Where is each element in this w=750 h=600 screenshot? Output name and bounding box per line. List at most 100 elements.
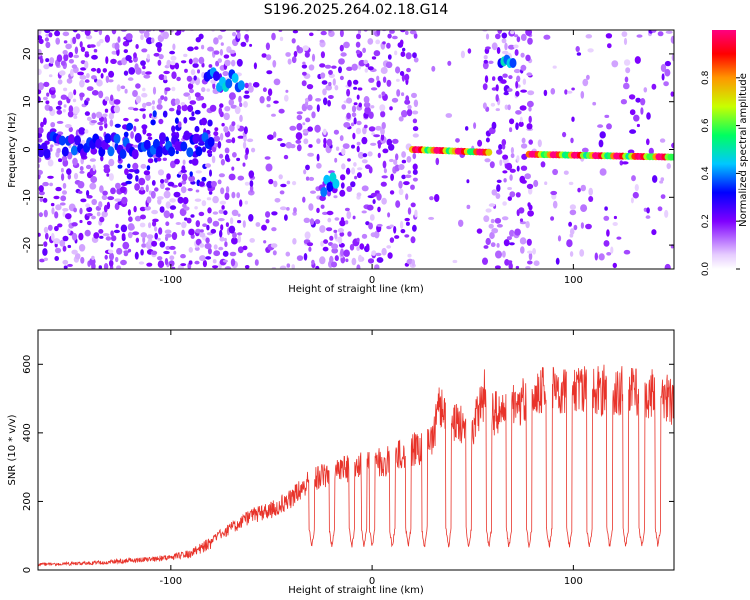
heatmap-cell [210, 228, 217, 234]
heatmap-cell [43, 30, 51, 34]
heatmap-cell [223, 126, 229, 133]
heatmap-cell [514, 228, 521, 236]
heatmap-cell [540, 161, 546, 168]
heatmap-cell [180, 254, 186, 259]
heatmap-cell [386, 245, 392, 249]
heatmap-cell [329, 255, 334, 264]
heatmap-cell [207, 217, 213, 224]
heatmap-cell [412, 224, 417, 232]
snr-xtick-label: -100 [159, 576, 182, 587]
colorbar-tick-label: 0.0 [701, 262, 711, 277]
heatmap-cell [286, 207, 290, 211]
heatmap-cell [339, 219, 346, 227]
heatmap-cell [528, 187, 533, 195]
heatmap-cell [58, 158, 63, 163]
heatmap-cell [42, 181, 49, 187]
heatmap-cell [102, 113, 108, 118]
heatmap-cell [666, 163, 671, 170]
heatmap-cell [606, 229, 610, 237]
heatmap-cell [632, 191, 639, 199]
heatmap-cell [169, 50, 176, 55]
heatmap-cell [158, 74, 165, 81]
heatmap-cell [412, 153, 417, 160]
heatmap-cell [78, 127, 86, 135]
snr-frame [37, 329, 675, 571]
heatmap-feature-cell [237, 80, 245, 91]
heatmap-cell [273, 78, 281, 86]
heatmap-cell [401, 151, 406, 158]
heatmap-cell [370, 87, 378, 91]
heatmap-cell [146, 132, 152, 137]
heatmap-cell [507, 104, 511, 111]
heatmap-cell [108, 79, 114, 83]
heatmap-cell [85, 203, 90, 208]
heatmap-cell [552, 168, 558, 176]
heatmap-cell [386, 79, 392, 87]
heatmap-cell [154, 187, 159, 192]
heatmap-cell [192, 57, 199, 64]
spectrogram-xtick-label: 100 [564, 275, 583, 286]
heatmap-cell [91, 198, 97, 206]
heatmap-cell [47, 175, 54, 179]
heatmap-cell [339, 44, 344, 52]
heatmap-cell [302, 196, 306, 203]
heatmap-cell [232, 152, 237, 158]
heatmap-cell [212, 220, 220, 227]
heatmap-cell [376, 80, 381, 88]
heatmap-cell [188, 95, 191, 101]
colorbar-tick-label: 0.8 [701, 70, 711, 85]
heatmap-cell [43, 64, 50, 70]
heatmap-cell [152, 220, 157, 227]
heatmap-cell [135, 44, 139, 49]
heatmap-cell [320, 204, 325, 209]
heatmap-cell [140, 34, 144, 41]
heatmap-cell [237, 246, 244, 254]
heatmap-cell [80, 198, 87, 203]
heatmap-cell [106, 201, 111, 210]
heatmap-cell [188, 175, 196, 182]
heatmap-cell [98, 229, 104, 234]
heatmap-cell [86, 206, 93, 213]
heatmap-cell [509, 168, 516, 173]
heatmap-cell [291, 264, 295, 269]
heatmap-cell [38, 138, 43, 143]
heatmap-cell [231, 137, 236, 144]
heatmap-cell [223, 237, 227, 242]
heatmap-cell [45, 58, 50, 63]
heatmap-cell [586, 74, 590, 80]
heatmap-cell [163, 70, 170, 75]
heatmap-cell [182, 203, 187, 209]
heatmap-cell [237, 220, 242, 224]
heatmap-cell [527, 100, 534, 108]
heatmap-cell [207, 248, 212, 255]
heatmap-cell [120, 259, 127, 266]
heatmap-cell [266, 95, 271, 102]
heatmap-cell [491, 228, 499, 234]
heatmap-cell [585, 34, 593, 39]
heatmap-cell [334, 232, 338, 240]
heatmap-cell [370, 142, 377, 146]
heatmap-cell [380, 111, 386, 118]
heatmap-cell [228, 225, 236, 234]
heatmap-cell [187, 46, 194, 52]
heatmap-cell [265, 163, 273, 172]
heatmap-cell [50, 87, 56, 91]
heatmap-marks [38, 30, 674, 269]
heatmap-cell [57, 223, 63, 228]
heatmap-cell [519, 175, 526, 184]
heatmap-cell [339, 30, 344, 38]
heatmap-cell [389, 190, 395, 195]
heatmap-cell [229, 217, 234, 225]
spectrogram-xtick-label: -100 [159, 275, 182, 286]
spectrogram-ytick-label: -20 [22, 237, 33, 253]
heatmap-cell [307, 126, 314, 132]
heatmap-cell [580, 91, 585, 99]
heatmap-cell [207, 207, 212, 214]
heatmap-cell [108, 173, 114, 181]
heatmap-cell [231, 166, 235, 171]
heatmap-cell [249, 184, 254, 193]
heatmap-cell [191, 158, 199, 166]
heatmap-cell [77, 71, 84, 76]
heatmap-cell [86, 213, 93, 217]
heatmap-cell [170, 55, 177, 61]
